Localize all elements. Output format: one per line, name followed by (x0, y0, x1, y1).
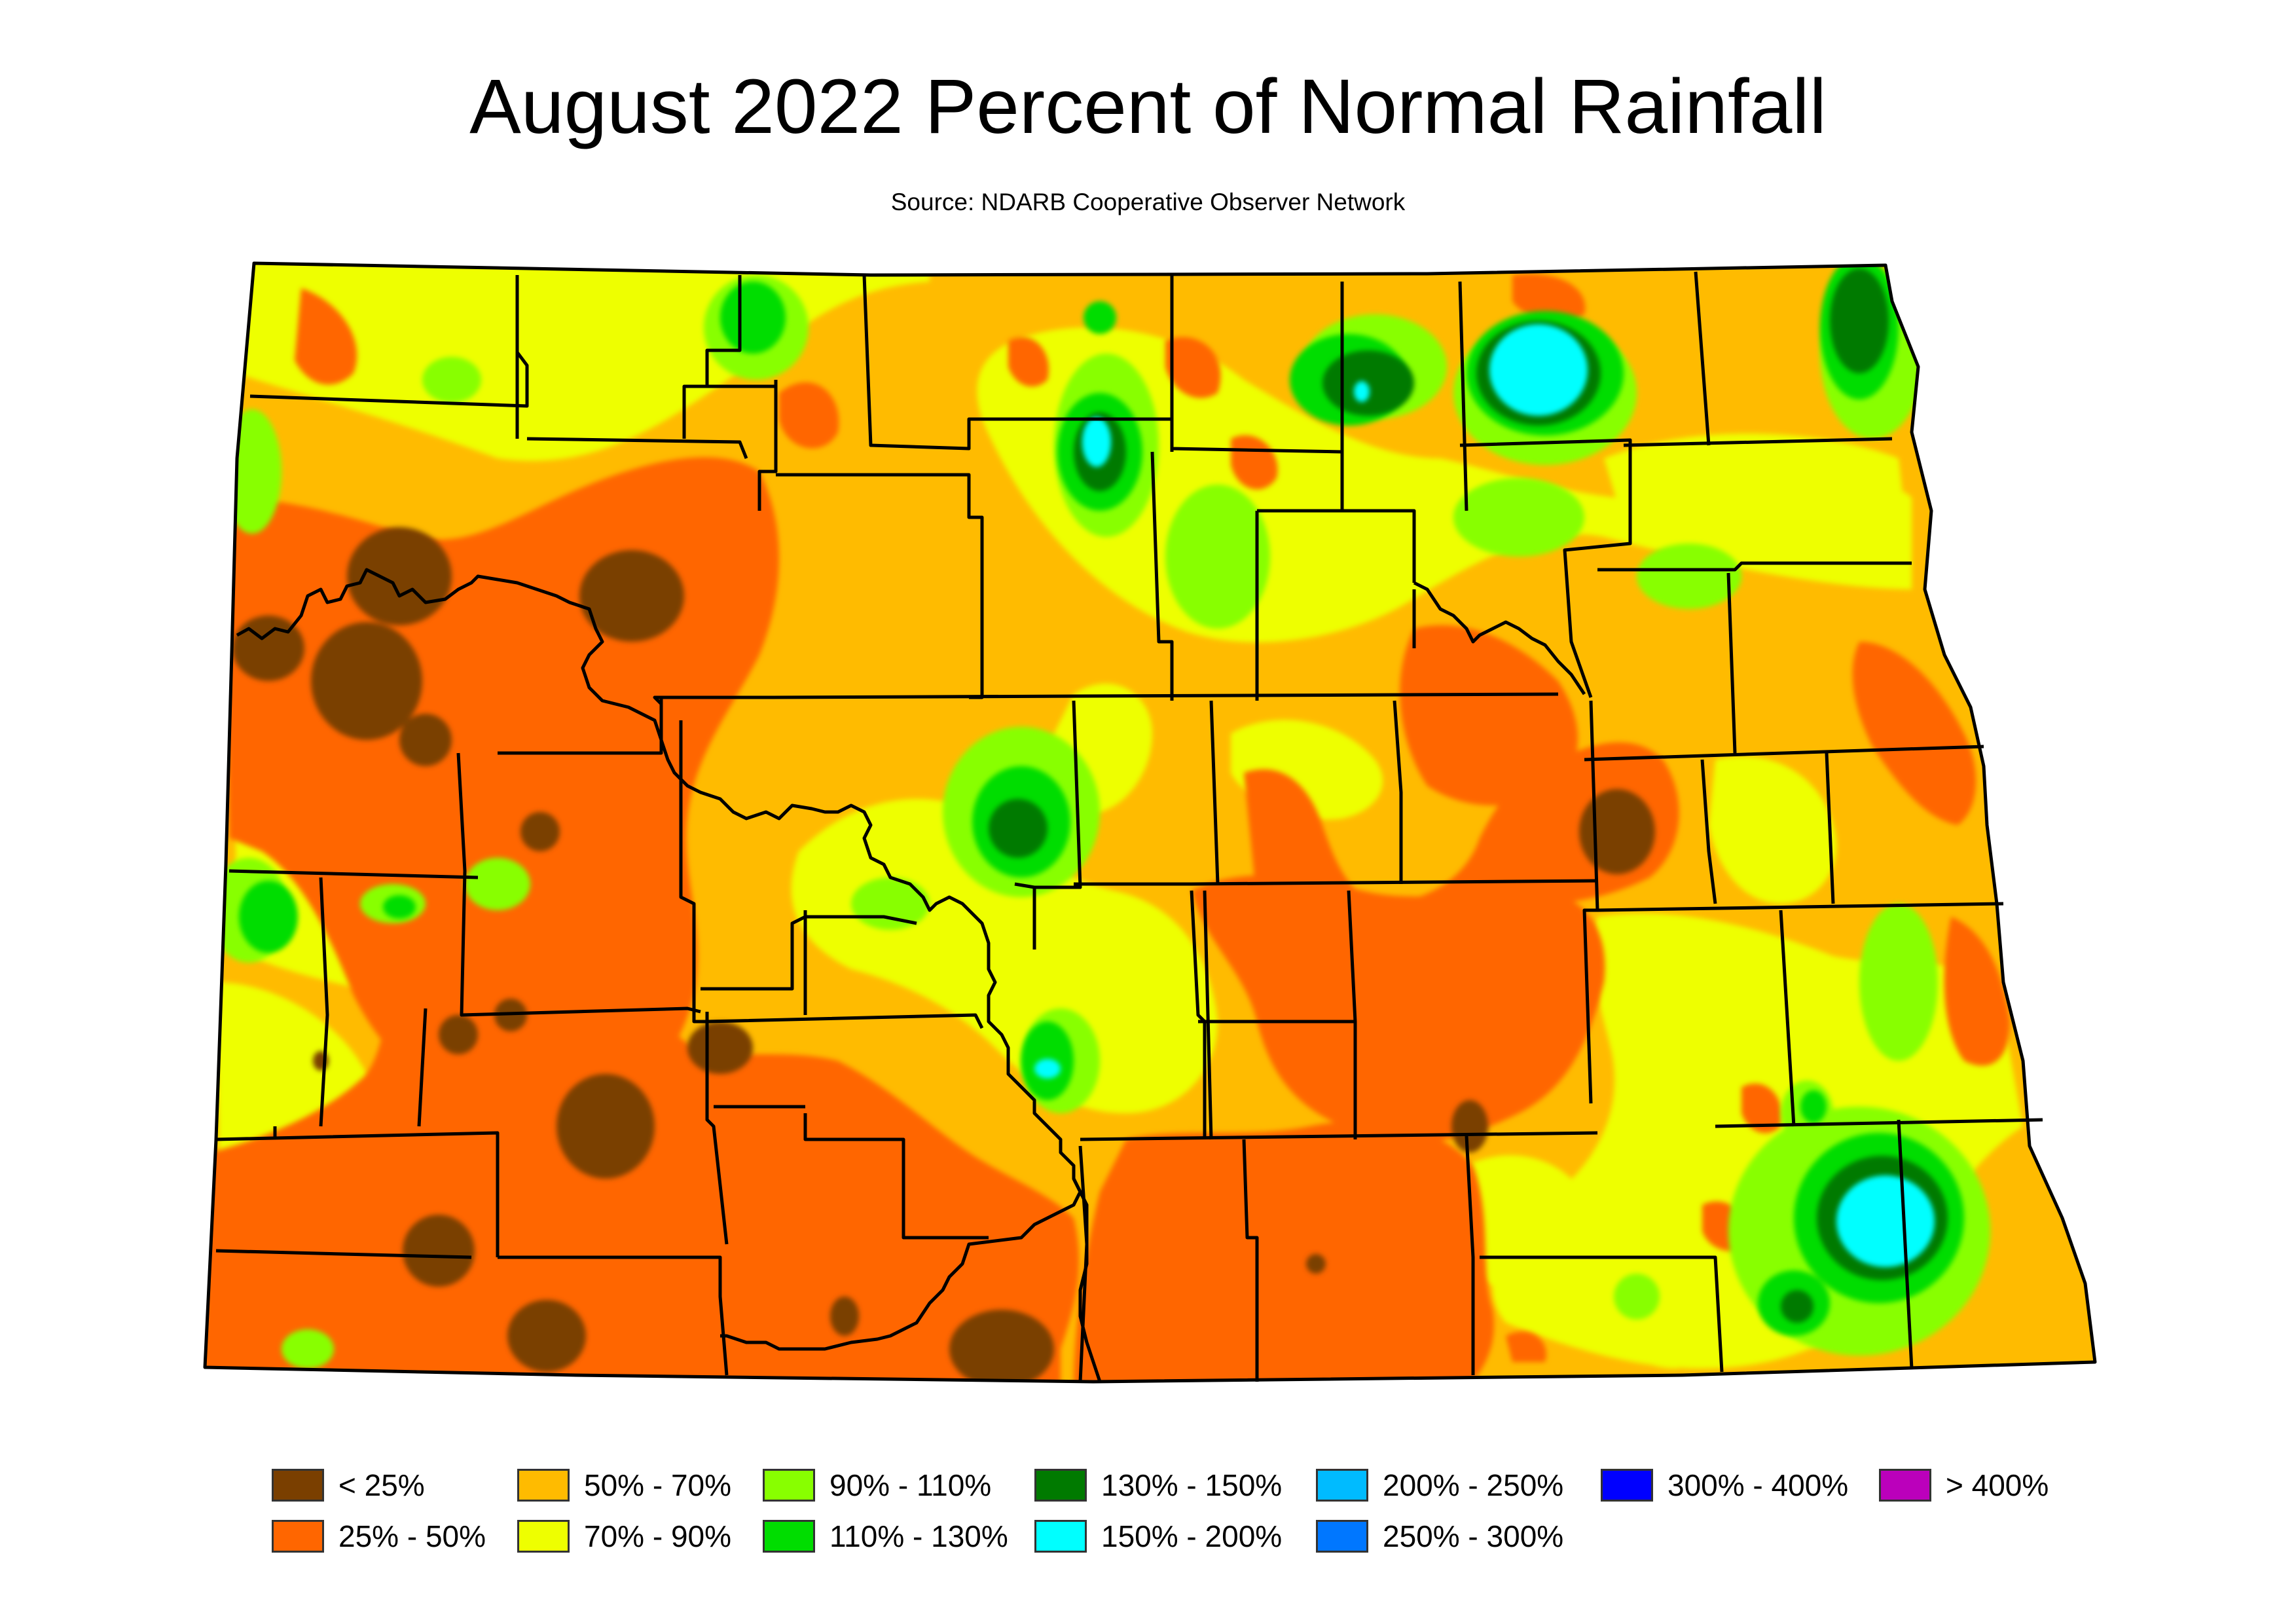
legend-item-110-130: 110% - 130% (763, 1518, 1008, 1555)
legend-label: < 25% (338, 1468, 425, 1502)
legend-swatch (272, 1520, 324, 1553)
legend-label: 70% - 90% (584, 1519, 732, 1553)
legend-swatch (517, 1520, 570, 1553)
map-subtitle: Source: NDARB Cooperative Observer Netwo… (890, 189, 1406, 215)
legend-label: 250% - 300% (1383, 1519, 1564, 1553)
legend-item-300-400: 300% - 400% (1601, 1467, 1848, 1504)
legend-swatch (1316, 1469, 1368, 1502)
legend-label: 25% - 50% (338, 1519, 486, 1553)
legend-label: 50% - 70% (584, 1468, 732, 1502)
legend-swatch (272, 1469, 324, 1502)
legend-swatch (1316, 1520, 1368, 1553)
legend-item-150-200: 150% - 200% (1034, 1518, 1282, 1555)
legend-item-90-110: 90% - 110% (763, 1467, 991, 1504)
county-boundaries (203, 261, 2097, 1384)
legend-item-70-90: 70% - 90% (517, 1518, 731, 1555)
legend-label: 90% - 110% (829, 1468, 992, 1502)
legend-swatch (763, 1520, 815, 1553)
legend-label: 130% - 150% (1101, 1468, 1283, 1502)
legend-swatch (1879, 1469, 1931, 1502)
legend-swatch (763, 1469, 815, 1502)
map-title: August 2022 Percent of Normal Rainfall (469, 64, 1827, 150)
legend-swatch (517, 1469, 570, 1502)
legend-item-250-300: 250% - 300% (1316, 1518, 1563, 1555)
legend-item-130-150: 130% - 150% (1034, 1467, 1282, 1504)
legend-swatch (1034, 1520, 1087, 1553)
legend-swatch (1034, 1469, 1087, 1502)
legend-item-50-70: 50% - 70% (517, 1467, 731, 1504)
legend-label: 150% - 200% (1101, 1519, 1283, 1553)
legend-item-200-250: 200% - 250% (1316, 1467, 1563, 1504)
rainfall-field (205, 263, 2095, 1382)
legend-label: 110% - 130% (829, 1519, 1008, 1553)
legend-item-lt25: < 25% (272, 1467, 425, 1504)
field-150-200 (1034, 324, 1935, 1267)
legend-label: 300% - 400% (1667, 1468, 1849, 1502)
legend-item-gt400: > 400% (1879, 1467, 2049, 1504)
legend-swatch (1601, 1469, 1653, 1502)
missouri-river (236, 568, 1586, 1382)
legend-label: > 400% (1946, 1468, 2049, 1502)
legend-label: 200% - 250% (1383, 1468, 1564, 1502)
legend-item-25-50: 25% - 50% (272, 1518, 486, 1555)
field-lt25 (232, 527, 1655, 1382)
